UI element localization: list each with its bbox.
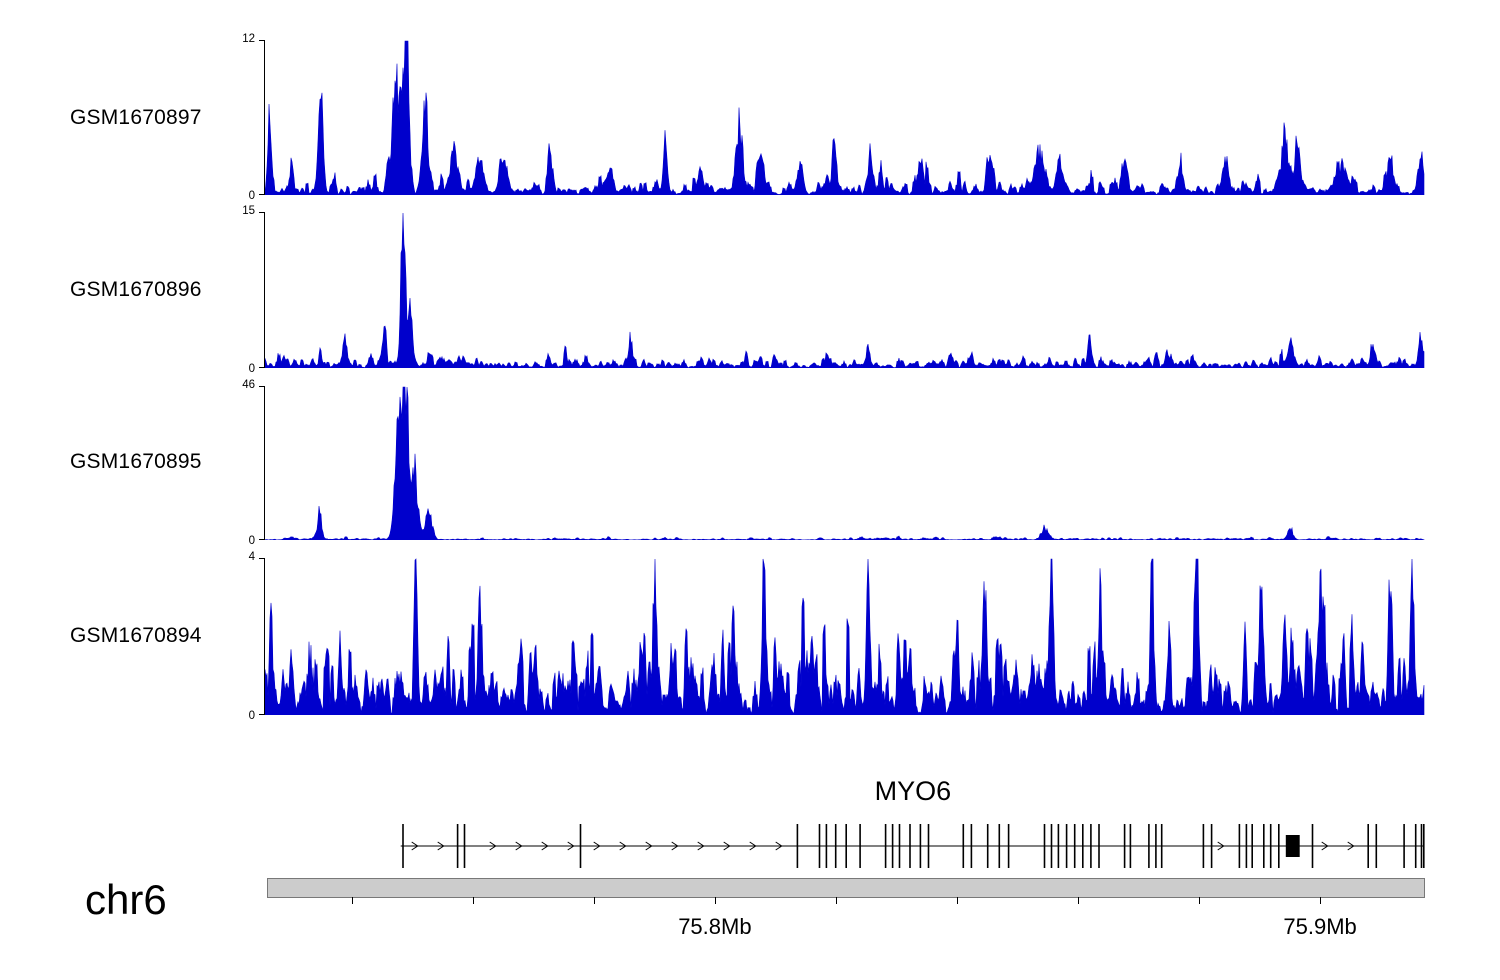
y-axis-zero-label: 0 <box>248 363 255 375</box>
y-axis-line <box>264 40 265 195</box>
axis-tick-label: 75.8Mb <box>678 914 752 939</box>
y-axis-tick <box>259 714 265 715</box>
y-axis-line <box>264 386 265 540</box>
coverage-signal <box>265 386 1425 540</box>
y-axis-max-label: 15 <box>242 205 255 217</box>
chromosome-label: chr6 <box>85 876 167 923</box>
coverage-track-row: 15 0 <box>242 205 1425 375</box>
axis-tick <box>593 897 595 904</box>
y-axis-tick <box>259 367 265 368</box>
coverage-track-row: 12 0 <box>242 33 1425 202</box>
y-axis-line <box>264 212 265 368</box>
y-axis-zero-label: 0 <box>248 710 255 722</box>
coverage-track-row: 46 0 <box>242 379 1425 547</box>
coverage-signal <box>265 40 1425 195</box>
y-axis-line <box>264 558 265 715</box>
y-axis-tick <box>259 194 265 195</box>
coverage-signal <box>265 558 1425 715</box>
axis-tick <box>714 897 716 904</box>
track-label: GSM1670894 <box>70 624 202 647</box>
axis-tick <box>472 897 474 904</box>
axis-tick <box>835 897 837 904</box>
track-label: GSM1670896 <box>70 278 202 301</box>
chromosome-ideogram <box>267 878 1425 898</box>
y-axis-zero-label: 0 <box>248 535 255 547</box>
gene-model <box>400 824 1425 868</box>
y-axis-max-label: 4 <box>248 551 255 563</box>
gene-name-label: MYO6 <box>874 776 952 806</box>
axis-tick <box>1199 897 1201 904</box>
axis-tick <box>1078 897 1079 904</box>
y-axis-max-label: 12 <box>242 33 255 45</box>
coverage-signal <box>265 212 1425 368</box>
y-axis-max-label: 46 <box>242 379 255 391</box>
axis-tick <box>351 897 353 904</box>
y-axis-zero-label: 0 <box>248 190 255 202</box>
coverage-track-row: 4 0 <box>249 551 1425 722</box>
y-axis-tick <box>259 539 265 540</box>
track-label: GSM1670897 <box>70 106 202 129</box>
track-label: GSM1670895 <box>70 450 202 473</box>
axis-tick <box>957 897 958 904</box>
y-axis-tick <box>259 212 265 213</box>
y-axis-tick <box>259 386 265 387</box>
axis-tick <box>1320 897 1322 904</box>
y-axis-tick <box>259 40 265 41</box>
y-axis-tick <box>259 558 265 559</box>
gene-track: MYO6 <box>265 776 1425 880</box>
axis-tick-label: 75.9Mb <box>1283 914 1357 939</box>
